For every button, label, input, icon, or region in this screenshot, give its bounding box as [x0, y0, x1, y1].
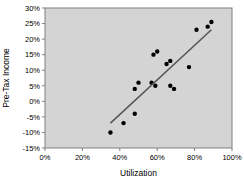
scatter-point [187, 65, 191, 69]
scatter-point [121, 121, 125, 125]
scatter-point [155, 49, 159, 53]
x-tick-label: 20% [75, 153, 90, 162]
y-tick-label: -10% [22, 128, 40, 137]
scatter-point [108, 130, 112, 134]
y-tick-label: 15% [25, 50, 40, 59]
y-tick [42, 101, 45, 102]
x-tick [157, 148, 158, 151]
scatter-point [168, 84, 172, 88]
scatter-point [133, 87, 137, 91]
x-tick [232, 148, 233, 151]
x-tick-label: 60% [150, 153, 165, 162]
scatter-point [172, 87, 176, 91]
y-tick [42, 23, 45, 24]
y-tick-label: 0% [29, 97, 40, 106]
y-tick-label: -15% [22, 144, 40, 153]
x-tick [194, 148, 195, 151]
y-tick-label: -5% [27, 113, 41, 122]
y-tick-label: 30% [25, 4, 40, 13]
plot-marks [108, 20, 213, 135]
x-tick-label: 40% [112, 153, 127, 162]
scatter-point [205, 24, 209, 28]
chart-svg: -15% -10% -5% 0% 5% 10% 15% 20% 25% 30% 0% 20% 40% 60… [0, 0, 244, 186]
y-axis-title: Pre-Tax Income [1, 48, 11, 108]
scatter-point [194, 28, 198, 32]
plot-area [45, 8, 232, 148]
x-axis-title: Utilization [120, 168, 157, 178]
scatter-point [133, 112, 137, 116]
x-tick-label: 100% [222, 153, 242, 162]
y-tick [42, 116, 45, 117]
y-tick [42, 54, 45, 55]
scatter-point [153, 84, 157, 88]
y-tick-label: 10% [25, 66, 40, 75]
y-tick [42, 85, 45, 86]
y-tick [42, 132, 45, 133]
y-tick [42, 39, 45, 40]
chart-container: -15% -10% -5% 0% 5% 10% 15% 20% 25% 30% 0% 20% 40% 60… [0, 0, 244, 186]
scatter-point [209, 20, 213, 24]
scatter-point [164, 62, 168, 66]
y-tick [42, 70, 45, 71]
x-tick [119, 148, 120, 151]
scatter-point [168, 59, 172, 63]
scatter-point [136, 80, 140, 84]
trend-line [110, 30, 211, 123]
x-tick [82, 148, 83, 151]
y-tick-label: 5% [29, 82, 40, 91]
scatter-point [151, 52, 155, 56]
x-tick [45, 148, 46, 151]
y-tick-label: 25% [25, 19, 40, 28]
x-tick-label: 80% [187, 153, 202, 162]
y-tick-label: 20% [25, 35, 40, 44]
y-tick [42, 8, 45, 9]
x-tick-label: 0% [40, 153, 51, 162]
